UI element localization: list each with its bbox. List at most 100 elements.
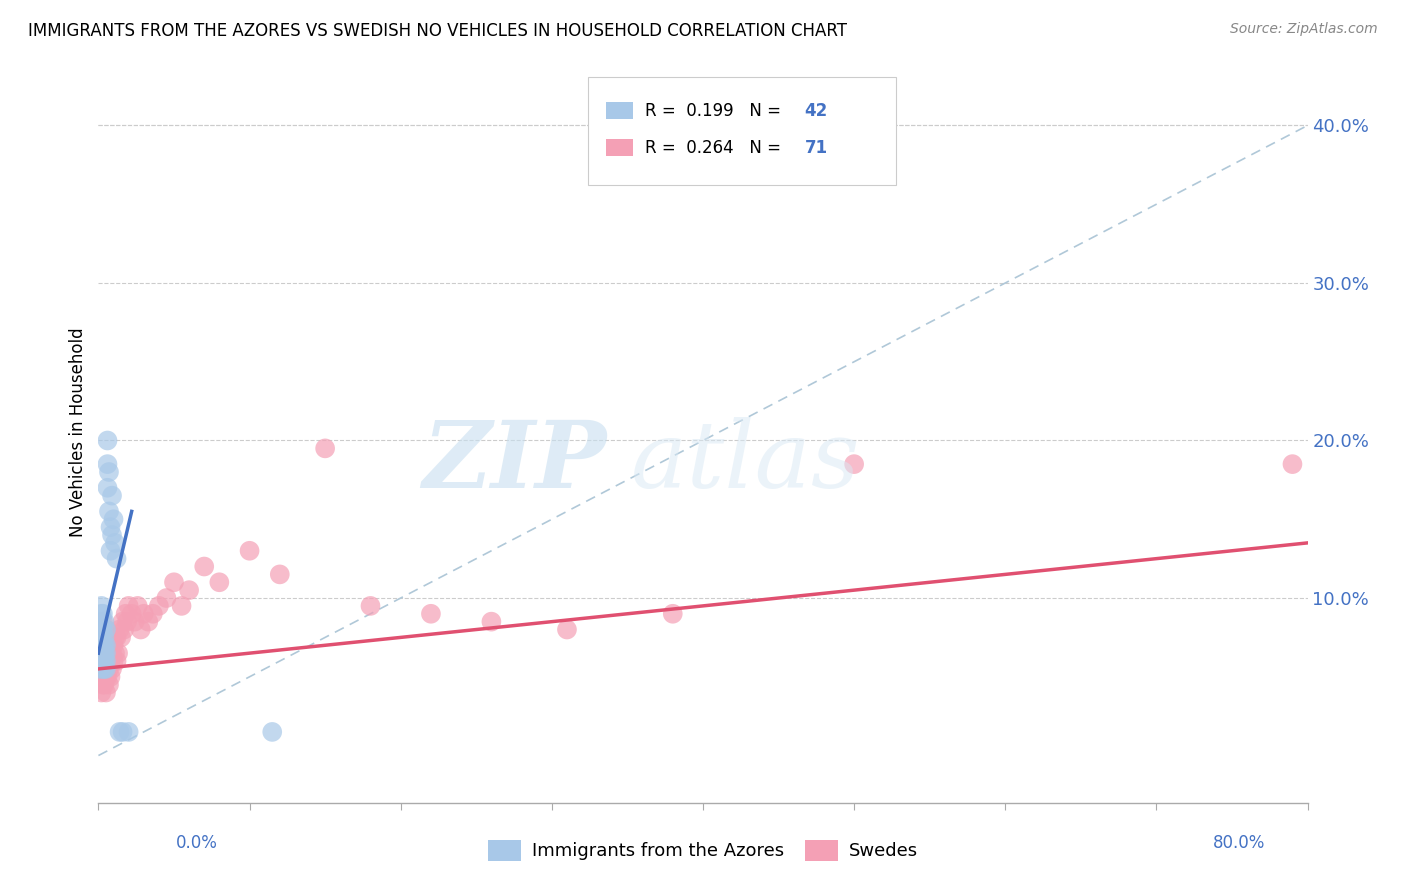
- Point: [90, 685, 112, 699]
- Text: Source: ZipAtlas.com: Source: ZipAtlas.com: [1230, 22, 1378, 37]
- Point: [91, 623, 114, 637]
- Point: [89, 623, 111, 637]
- Point: [89, 654, 111, 668]
- Point: [94, 623, 117, 637]
- Point: [163, 575, 186, 590]
- Point: [90, 646, 112, 660]
- Point: [94, 654, 117, 668]
- Point: [93, 646, 115, 660]
- Point: [481, 615, 503, 629]
- Point: [90, 607, 112, 621]
- Text: 42: 42: [804, 102, 828, 120]
- Point: [93, 654, 115, 668]
- Point: [108, 623, 131, 637]
- Point: [118, 599, 141, 613]
- Point: [101, 646, 124, 660]
- Point: [94, 638, 117, 652]
- Point: [100, 520, 122, 534]
- Point: [90, 599, 112, 613]
- Point: [105, 654, 128, 668]
- Point: [101, 662, 124, 676]
- Point: [101, 489, 124, 503]
- Point: [105, 631, 128, 645]
- Point: [1281, 457, 1303, 471]
- Point: [96, 457, 118, 471]
- Point: [94, 638, 117, 652]
- Point: [132, 607, 155, 621]
- Point: [98, 465, 121, 479]
- Point: [100, 670, 122, 684]
- Point: [142, 607, 165, 621]
- Text: 80.0%: 80.0%: [1213, 834, 1265, 852]
- Point: [90, 623, 112, 637]
- FancyBboxPatch shape: [606, 139, 633, 156]
- Point: [112, 623, 135, 637]
- Text: R =  0.199   N =: R = 0.199 N =: [645, 102, 786, 120]
- Point: [93, 631, 115, 645]
- Point: [107, 646, 129, 660]
- Point: [96, 654, 118, 668]
- Point: [91, 654, 114, 668]
- Point: [94, 662, 117, 676]
- Point: [108, 725, 131, 739]
- Point: [94, 623, 117, 637]
- Point: [91, 646, 114, 660]
- Point: [111, 615, 134, 629]
- FancyBboxPatch shape: [588, 78, 897, 185]
- Legend: Immigrants from the Azores, Swedes: Immigrants from the Azores, Swedes: [481, 832, 925, 868]
- Point: [89, 638, 111, 652]
- Point: [193, 559, 215, 574]
- Point: [844, 457, 866, 471]
- Point: [115, 615, 138, 629]
- Point: [155, 591, 177, 605]
- Point: [118, 725, 141, 739]
- Point: [89, 615, 111, 629]
- Point: [170, 599, 193, 613]
- Text: 71: 71: [804, 138, 828, 157]
- Point: [90, 631, 112, 645]
- Point: [208, 575, 231, 590]
- Point: [96, 638, 118, 652]
- Point: [104, 631, 127, 645]
- Point: [104, 536, 127, 550]
- FancyBboxPatch shape: [606, 103, 633, 119]
- Text: R =  0.264   N =: R = 0.264 N =: [645, 138, 786, 157]
- Point: [314, 442, 336, 456]
- Point: [179, 583, 201, 598]
- Point: [98, 662, 121, 676]
- Point: [93, 662, 115, 676]
- Point: [96, 481, 118, 495]
- Point: [90, 638, 112, 652]
- Point: [98, 504, 121, 518]
- Point: [121, 607, 143, 621]
- Point: [91, 631, 114, 645]
- Point: [93, 631, 115, 645]
- Point: [124, 615, 146, 629]
- Point: [136, 615, 159, 629]
- Point: [262, 725, 284, 739]
- Point: [148, 599, 170, 613]
- Point: [111, 725, 134, 739]
- Point: [94, 646, 117, 660]
- Point: [90, 654, 112, 668]
- Text: 0.0%: 0.0%: [176, 834, 218, 852]
- Point: [114, 607, 136, 621]
- Point: [104, 646, 127, 660]
- Point: [91, 638, 114, 652]
- Y-axis label: No Vehicles in Household: No Vehicles in Household: [69, 327, 87, 538]
- Point: [100, 638, 122, 652]
- Point: [239, 543, 262, 558]
- Point: [127, 599, 149, 613]
- Point: [96, 434, 118, 448]
- Point: [360, 599, 382, 613]
- Point: [96, 670, 118, 684]
- Point: [93, 615, 115, 629]
- Text: IMMIGRANTS FROM THE AZORES VS SWEDISH NO VEHICLES IN HOUSEHOLD CORRELATION CHART: IMMIGRANTS FROM THE AZORES VS SWEDISH NO…: [28, 22, 848, 40]
- Point: [91, 662, 114, 676]
- Point: [661, 607, 683, 621]
- Point: [98, 678, 121, 692]
- Point: [89, 670, 111, 684]
- Point: [103, 512, 125, 526]
- Point: [93, 638, 115, 652]
- Point: [89, 646, 111, 660]
